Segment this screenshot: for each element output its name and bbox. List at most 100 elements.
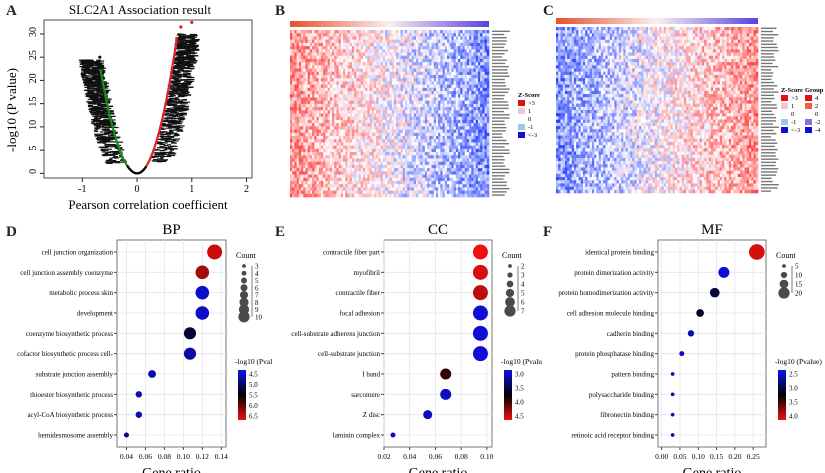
heatmap-cell — [402, 123, 406, 127]
heatmap-cell — [360, 68, 364, 73]
heatmap-cell — [307, 171, 311, 175]
heatmap-cell — [418, 152, 421, 156]
heatmap-cell — [290, 177, 293, 182]
heatmap-cell — [301, 184, 304, 188]
heatmap-cell — [294, 180, 297, 185]
heatmap-cell — [398, 84, 401, 89]
heatmap-cell — [382, 68, 386, 73]
heatmap-cell — [323, 52, 326, 56]
heatmap-cell — [382, 74, 386, 79]
heatmap-cell — [387, 119, 390, 124]
heatmap-cell — [290, 110, 293, 114]
heatmap-cell — [312, 135, 315, 140]
heatmap-cell — [354, 71, 357, 76]
heatmap-cell — [334, 139, 337, 143]
heatmap-cell — [325, 135, 328, 140]
gene-point — [98, 64, 104, 66]
gene-point — [187, 64, 194, 67]
heatmap-cell — [347, 184, 350, 188]
heatmap-cell — [362, 81, 366, 85]
heatmap-cell — [413, 174, 417, 179]
heatmap-cell — [404, 116, 408, 121]
heatmap-cell — [351, 126, 355, 130]
heatmap-cell — [340, 180, 344, 185]
heatmap-cell — [309, 46, 313, 50]
heatmap-cell — [345, 42, 348, 47]
heatmap-cell — [345, 152, 348, 156]
x-axis-label: Pearson correlation coefficient — [68, 197, 228, 212]
heatmap-cell — [334, 145, 337, 150]
heatmap-cell — [336, 161, 339, 166]
gene-point — [98, 67, 107, 69]
heatmap-cell — [323, 168, 326, 172]
heatmap-cell — [343, 103, 346, 108]
heatmap-cell — [387, 46, 390, 50]
heatmap-cell — [345, 62, 348, 66]
heatmap-cell — [303, 113, 306, 118]
heatmap-cell — [374, 174, 377, 179]
heatmap-cell — [407, 107, 410, 111]
heatmap-cell — [382, 58, 386, 63]
heatmap-cell — [334, 97, 337, 101]
heatmap-cell — [396, 177, 399, 182]
heatmap-cell — [349, 30, 353, 34]
heatmap-cell — [367, 171, 370, 175]
heatmap-cell — [400, 135, 404, 140]
heatmap-cell — [292, 100, 295, 105]
heatmap-cell — [411, 42, 415, 47]
heatmap-cell — [301, 52, 304, 56]
heatmap-cell — [360, 180, 364, 185]
gene-point — [100, 124, 106, 126]
heatmap-cell — [424, 177, 428, 182]
heatmap-cell — [320, 71, 324, 76]
heatmap-cell — [307, 62, 311, 66]
gene-point — [170, 90, 178, 93]
heatmap-cell — [320, 168, 324, 172]
heatmap-cell — [296, 180, 300, 185]
heatmap-cell — [380, 123, 384, 127]
gene-point — [190, 35, 198, 37]
heatmap-cell — [343, 193, 346, 198]
heatmap-cell — [398, 158, 401, 162]
heatmap-cell — [314, 30, 317, 34]
heatmap-cell — [309, 145, 313, 150]
heatmap-cell — [389, 107, 393, 111]
gene-point — [93, 93, 100, 95]
heatmap-cell — [427, 158, 430, 162]
heatmap-cell — [323, 65, 326, 69]
gene-point — [97, 88, 103, 91]
heatmap-cell — [354, 68, 357, 73]
heatmap-cell — [398, 46, 401, 50]
heatmap-cell — [305, 174, 308, 179]
heatmap-cell — [360, 52, 364, 56]
heatmap-cell — [427, 180, 430, 185]
heatmap-cell — [431, 71, 435, 76]
heatmap-cell — [301, 180, 304, 185]
heatmap-cell — [298, 161, 302, 166]
heatmap-cell — [422, 152, 426, 156]
gene-point — [181, 105, 190, 107]
heatmap-cell — [301, 97, 304, 101]
gene-point — [165, 101, 172, 103]
gene-point — [100, 138, 104, 140]
heatmap-cell — [296, 103, 300, 108]
heatmap-cell — [349, 119, 353, 124]
heatmap-cell — [362, 42, 366, 47]
heatmap-cell — [400, 55, 404, 60]
heatmap-cell — [404, 158, 408, 162]
heatmap-cell — [418, 74, 421, 79]
heatmap-cell — [427, 168, 430, 172]
gene-point — [97, 95, 102, 97]
heatmap-cell — [402, 62, 406, 66]
heatmap-cell — [418, 132, 421, 137]
heatmap-cell — [393, 42, 397, 47]
heatmap-cell — [312, 145, 315, 150]
heatmap-cell — [422, 46, 426, 50]
heatmap-cell — [360, 113, 364, 118]
heatmap-cell — [327, 52, 331, 56]
heatmap-cell — [409, 94, 412, 98]
heatmap-cell — [413, 94, 417, 98]
heatmap-cell — [323, 68, 326, 73]
heatmap-cell — [422, 94, 426, 98]
heatmap-cell — [345, 52, 348, 56]
